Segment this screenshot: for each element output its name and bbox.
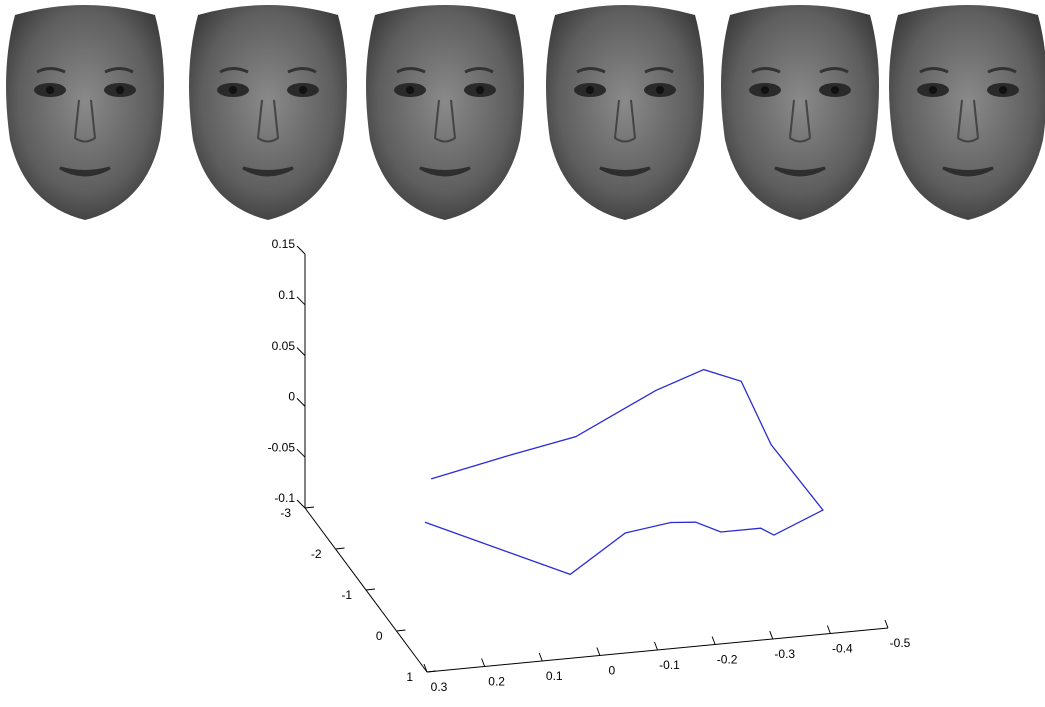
y-tick-label: -1 [341, 588, 352, 602]
x-tick [770, 631, 773, 639]
x-tick-label: -0.1 [659, 658, 680, 672]
x-tick-label: -0.3 [774, 647, 795, 661]
y-tick-label: 1 [406, 670, 413, 684]
y-tick-label: -2 [311, 547, 322, 561]
x-tick [827, 626, 830, 634]
x-tick [885, 620, 888, 628]
y-tick [305, 507, 314, 508]
z-tick [297, 246, 305, 254]
x-tick-label: 0 [609, 664, 616, 678]
x-tick-label: 0.3 [431, 680, 448, 694]
x-tick [712, 637, 715, 645]
figure: 0.30.20.10-0.1-0.2-0.3-0.4-0.510-1-2-3-0… [0, 0, 1045, 707]
page: 0.30.20.10-0.1-0.2-0.3-0.4-0.510-1-2-3-0… [0, 0, 1045, 707]
z-tick-label: 0.05 [272, 339, 296, 353]
x-tick-label: 0.2 [488, 675, 505, 689]
z-tick-label: 0.15 [272, 237, 296, 251]
x-tick-label: -0.5 [890, 636, 911, 650]
x-tick [482, 659, 485, 667]
face-image [6, 5, 164, 220]
z-tick [297, 449, 305, 457]
face-image [889, 5, 1045, 220]
face-image [721, 5, 879, 220]
trajectory-line [425, 370, 823, 575]
y-tick-label: 0 [376, 629, 383, 643]
z-tick [297, 398, 305, 406]
y-tick [397, 630, 406, 631]
y-tick [427, 671, 436, 672]
z-tick [297, 297, 305, 305]
z-tick-label: -0.05 [268, 440, 296, 454]
z-tick-label: -0.1 [274, 491, 295, 505]
x-tick [655, 642, 658, 650]
x-tick-label: 0.1 [546, 669, 563, 683]
z-tick-label: 0 [288, 390, 295, 404]
face-strip [6, 5, 1045, 220]
x-tick-label: -0.4 [832, 642, 853, 656]
z-tick-label: 0.1 [278, 288, 295, 302]
x-tick [539, 653, 542, 661]
y-tick-label: -3 [280, 506, 291, 520]
y-tick [366, 589, 375, 590]
x-tick-label: -0.2 [717, 653, 738, 667]
x-tick [597, 648, 600, 656]
face-image [366, 5, 524, 220]
z-tick [297, 348, 305, 356]
face-image [546, 5, 704, 220]
z-tick [297, 500, 305, 508]
y-tick [336, 548, 345, 549]
face-image [189, 5, 347, 220]
